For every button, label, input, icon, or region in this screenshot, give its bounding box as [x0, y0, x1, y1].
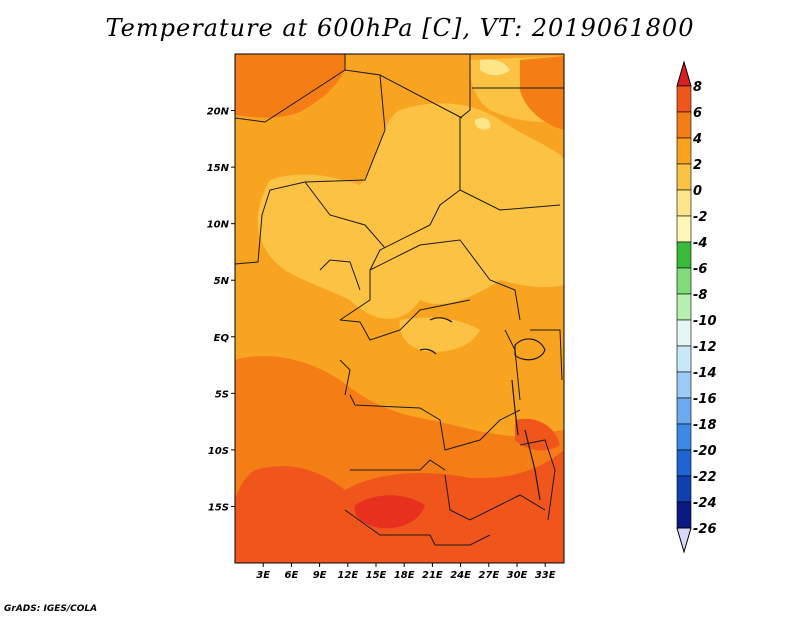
- colorbar-label: -10: [693, 314, 717, 329]
- y-tick-label: 15S: [208, 502, 229, 513]
- x-tick-label: 18E: [394, 570, 415, 581]
- colorbar-label: -18: [693, 418, 717, 433]
- field-region-neg2-0: [480, 59, 510, 76]
- colorbar-swatch: [676, 475, 692, 503]
- x-tick-label: 27E: [478, 570, 499, 581]
- colorbar-label: 8: [693, 80, 702, 95]
- colorbar-swatch: [676, 215, 692, 243]
- colorbar-label: -14: [693, 366, 717, 381]
- colorbar-label: -24: [693, 496, 717, 511]
- colorbar-label: 6: [693, 106, 702, 121]
- colorbar-swatch: [676, 189, 692, 217]
- colorbar-label: -20: [693, 444, 717, 459]
- colorbar-label: -12: [693, 340, 717, 355]
- y-tick-label: 10N: [207, 220, 230, 231]
- colorbar-label: -4: [693, 236, 707, 251]
- colorbar-label: -26: [693, 522, 717, 537]
- y-tick-label: 20N: [207, 107, 230, 118]
- colorbar-label: -8: [693, 288, 707, 303]
- x-axis: 3E 6E 9E 12E 15E 18E 21E 24E 27E 30E 33E: [256, 563, 556, 581]
- lakes: [419, 317, 546, 501]
- colorbar-swatch: [676, 111, 692, 139]
- x-tick-label: 9E: [313, 570, 327, 581]
- field-region-4-6: [250, 377, 320, 408]
- field-region-4-6: [235, 54, 346, 118]
- x-tick-label: 21E: [422, 570, 443, 581]
- y-tick-label: 5S: [215, 389, 229, 400]
- colorbar-top-arrow: [676, 60, 692, 87]
- x-tick-label: 33E: [535, 570, 556, 581]
- colorbar-swatch: [676, 397, 692, 425]
- y-tick-label: 5N: [214, 276, 230, 287]
- x-tick-label: 24E: [450, 570, 471, 581]
- x-tick-label: 12E: [337, 570, 358, 581]
- colorbar-swatch: [676, 163, 692, 191]
- colorbar-swatch: [676, 267, 692, 295]
- colorbar-label: -6: [693, 262, 707, 277]
- colorbar-swatch: [676, 371, 692, 399]
- colorbar-label: 4: [692, 132, 702, 147]
- colorbar: 8 6 4 2 0 -2 -4 -6 -8 -10 -12 -14 -16 -18 -20 -22 -24 -26: [676, 60, 717, 554]
- y-tick-label: EQ: [214, 333, 230, 344]
- plot-frame: [234, 53, 565, 564]
- field-region-neg2-0: [474, 117, 491, 130]
- colorbar-swatch: [676, 319, 692, 347]
- field-region-0-2: [257, 103, 564, 319]
- credit-text: GrADS: IGES/COLA: [4, 604, 98, 614]
- map-title: Temperature at 600hPa [C], VT: 201906180…: [105, 14, 695, 42]
- colorbar-label: -16: [693, 392, 717, 407]
- colorbar-swatch: [676, 423, 692, 451]
- colorbar-swatch: [676, 293, 692, 321]
- country-borders: [235, 54, 564, 546]
- colorbar-swatch: [676, 345, 692, 373]
- field-region-4-6: [520, 56, 564, 130]
- field-region-above-8: [354, 495, 425, 529]
- colorbar-label: 2: [693, 158, 702, 173]
- colorbar-swatch: [676, 137, 692, 165]
- y-tick-label: 15N: [207, 163, 230, 174]
- colorbar-swatch: [676, 85, 692, 113]
- temperature-field: [235, 54, 564, 563]
- colorbar-label: -2: [693, 210, 707, 225]
- x-tick-label: 3E: [256, 570, 270, 581]
- colorbar-swatch: [676, 241, 692, 269]
- y-tick-label: 10S: [208, 446, 229, 457]
- field-region-6-8: [515, 418, 560, 451]
- colorbar-label: 0: [693, 184, 702, 199]
- colorbar-swatch: [676, 501, 692, 529]
- x-tick-label: 6E: [285, 570, 299, 581]
- colorbar-label: -22: [693, 470, 717, 485]
- field-region-0-2: [399, 317, 480, 352]
- colorbar-bottom-arrow: [676, 527, 692, 554]
- x-tick-label: 15E: [366, 570, 387, 581]
- y-axis: 20N 15N 10N 5N EQ 5S 10S 15S: [207, 107, 235, 513]
- colorbar-swatch: [676, 449, 692, 477]
- x-tick-label: 30E: [507, 570, 528, 581]
